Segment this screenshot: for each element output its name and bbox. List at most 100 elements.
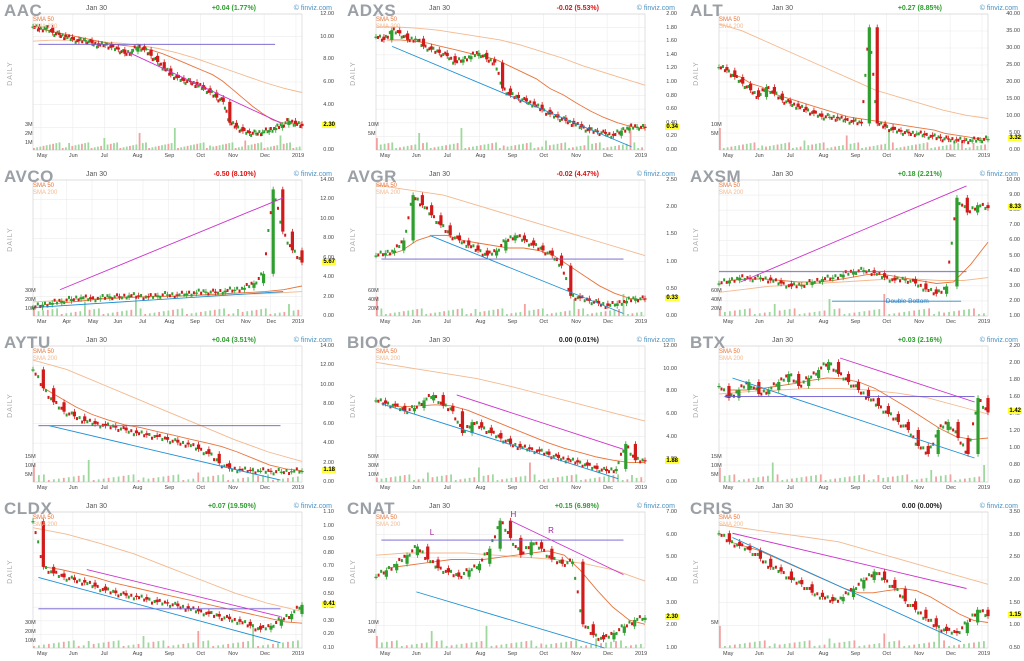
candle-body (134, 595, 139, 597)
candle-body (189, 444, 192, 448)
candle-body (31, 369, 35, 371)
volume-bar (772, 145, 775, 150)
candle-body (481, 253, 484, 257)
candle-body (909, 133, 912, 137)
chart-panel-alt[interactable]: ALT Jan 30 +0.27 (8.85%) © finviz.com SMA 50… (686, 0, 1024, 163)
chart-panel-cris[interactable]: CRIS Jan 30 0.00 (0.00%) © finviz.com SMA 50… (686, 498, 1024, 661)
sma200-line (718, 23, 989, 119)
volume-bar (492, 309, 495, 316)
volume-bar (449, 144, 451, 150)
volume-bar (218, 309, 221, 316)
candle-body (143, 598, 146, 602)
candle-body (864, 396, 867, 400)
volume-bar (973, 308, 975, 316)
volume-bar (491, 143, 494, 150)
candle-body (720, 533, 723, 537)
volume-bar (758, 641, 761, 648)
chart-panel-cldx[interactable]: CLDX Jan 30 +0.07 (19.50%) © finviz.com SMA … (0, 498, 338, 661)
candle-body (380, 569, 383, 573)
candle-body (182, 440, 185, 444)
candle-body (285, 468, 288, 472)
volume-bar (763, 640, 766, 648)
candle-body (207, 611, 211, 614)
candle-body (572, 293, 575, 297)
candle-body (145, 433, 149, 436)
sma200-line (718, 277, 989, 293)
volume-bar (475, 641, 478, 648)
candle-body (717, 533, 721, 535)
candle-body (893, 277, 897, 281)
volume-bar (260, 309, 263, 316)
candle-body (787, 374, 791, 382)
volume-tick-label: 10M (25, 463, 36, 469)
candle-body (798, 282, 801, 286)
volume-bar (963, 478, 966, 482)
candle-body (771, 90, 774, 94)
volume-bar (232, 643, 235, 648)
volume-bar (88, 309, 91, 316)
candle-body (488, 548, 492, 564)
sma50-legend: SMA 50 (719, 183, 741, 189)
candle-body (497, 71, 500, 75)
volume-bar (923, 309, 926, 316)
volume-bar (918, 643, 921, 648)
chart-panel-adxs[interactable]: ADXS Jan 30 -0.02 (5.53%) © finviz.com SMA 5… (343, 0, 681, 163)
candle-body (857, 582, 860, 586)
volume-bar (899, 147, 902, 150)
candle-body (467, 570, 471, 577)
volume-bar (738, 309, 741, 316)
chart-panel-aac[interactable]: AAC Jan 30 +0.04 (1.77%) © finviz.com SMA 50… (0, 0, 338, 163)
candle-body (985, 135, 988, 139)
candle-body (727, 69, 730, 73)
candle-body (958, 631, 961, 635)
candle-body (115, 46, 118, 50)
candle-body (579, 460, 582, 464)
chart-panel-avgr[interactable]: AVGR Jan 30 -0.02 (4.47%) © finviz.com SMA 5… (343, 166, 681, 329)
candle-body (140, 430, 143, 434)
candle-body (604, 468, 609, 472)
sma200-legend: SMA 200 (376, 522, 401, 528)
volume-bar (455, 644, 458, 648)
volume-bar (267, 644, 269, 648)
candle-body (218, 98, 221, 102)
volume-bar (891, 142, 894, 150)
chart-panel-axsm[interactable]: AXSM Jan 30 +0.18 (2.21%) © finviz.com SMA 5… (686, 166, 1024, 329)
volume-bar (380, 478, 383, 482)
candle-body (934, 618, 938, 627)
candle-body (196, 444, 201, 450)
y-tick-label: 2.00 (323, 459, 334, 466)
candle-body (205, 451, 208, 455)
candle-body (146, 296, 150, 298)
chart-panel-cnat[interactable]: CNAT Jan 30 +0.15 (6.98%) © finviz.com SMA 5… (343, 498, 681, 661)
candle-body (525, 239, 528, 243)
volume-bar (602, 148, 605, 150)
volume-bar (176, 309, 179, 316)
volume-bar (763, 312, 766, 316)
candle-body (296, 256, 299, 260)
candle-body (247, 131, 252, 134)
candle-body (209, 290, 212, 294)
candle-body (412, 408, 417, 412)
candle-body (288, 244, 291, 248)
volume-bar (863, 645, 866, 648)
candle-body (264, 127, 267, 131)
chart-panel-btx[interactable]: BTX Jan 30 +0.03 (2.16%) © finviz.com SMA 50… (686, 332, 1024, 495)
chart-panel-avco[interactable]: AVCO Jan 30 -0.50 (8.10%) © finviz.com SMA 5… (0, 166, 338, 329)
volume-bar (872, 479, 875, 482)
candle-body (439, 566, 442, 570)
volume-bar (943, 312, 945, 316)
candle-body (56, 301, 59, 305)
volume-bar (380, 642, 383, 648)
candle-body (419, 203, 422, 207)
volume-bar (510, 145, 513, 150)
volume-bar (42, 145, 45, 150)
candle-body (173, 76, 176, 80)
candle-body (159, 62, 162, 66)
chart-panel-bioc[interactable]: BIOC Jan 30 0.00 (0.01%) © finviz.com SMA 50… (343, 332, 681, 495)
candle-body (264, 470, 267, 474)
candle-body (66, 36, 69, 40)
volume-bar (641, 147, 643, 150)
chart-panel-aytu[interactable]: AYTU Jan 30 +0.04 (3.51%) © finviz.com SMA 5… (0, 332, 338, 495)
candle-body (473, 564, 476, 568)
volume-bar (116, 311, 119, 316)
